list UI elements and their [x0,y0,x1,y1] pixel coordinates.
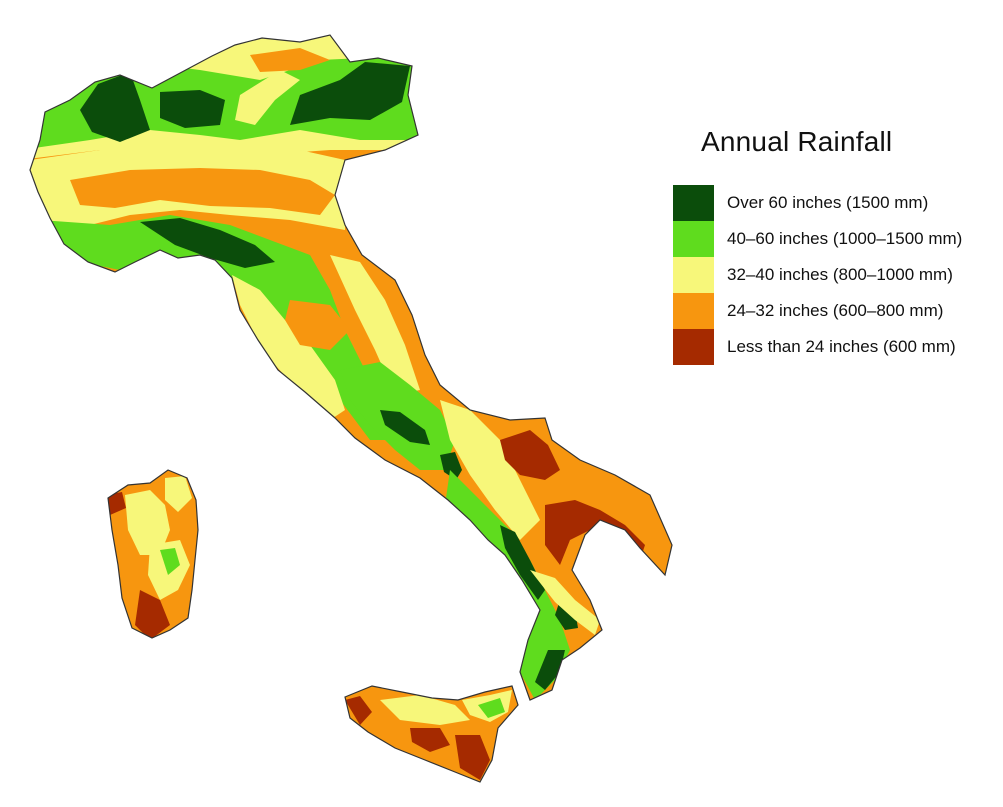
legend-title: Annual Rainfall [701,126,893,157]
legend-label: 32–40 inches (800–1000 mm) [727,265,953,284]
legend-item-under-24: Less than 24 inches (600 mm) [673,329,962,365]
legend-swatch [673,221,714,257]
sicily-region [345,686,518,782]
legend-label: 24–32 inches (600–800 mm) [727,301,944,320]
legend-item-24-32: 24–32 inches (600–800 mm) [673,293,962,329]
sicily-coastline [344,685,519,783]
legend-label: Over 60 inches (1500 mm) [727,193,929,212]
legend-item-40-60: 40–60 inches (1000–1500 mm) [673,221,962,257]
legend-item-32-40: 32–40 inches (800–1000 mm) [673,257,962,293]
legend-swatch [673,257,714,293]
legend-swatch [673,185,714,221]
legend-label: Less than 24 inches (600 mm) [727,337,956,356]
legend-swatch [673,293,714,329]
mainland-coastline [29,34,673,701]
sardinia-coastline [107,469,199,639]
sardinia-region [108,470,198,638]
legend: Over 60 inches (1500 mm) 40–60 inches (1… [673,185,962,365]
legend-item-over-60: Over 60 inches (1500 mm) [673,185,962,221]
legend-swatch [673,329,714,365]
legend-label: 40–60 inches (1000–1500 mm) [727,229,963,248]
